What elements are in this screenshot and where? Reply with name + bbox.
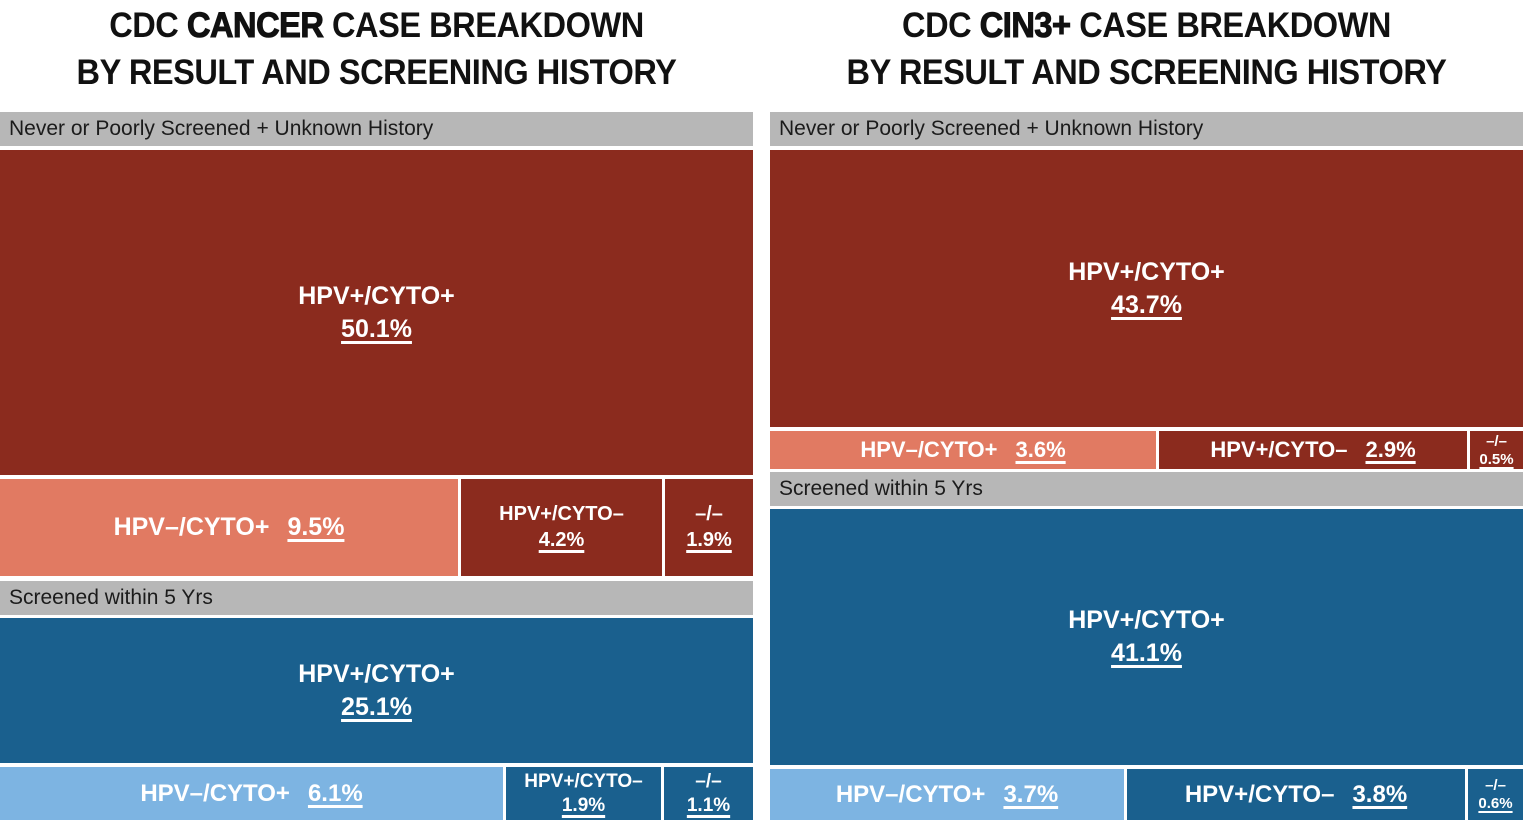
section-header-screened: Screened within 5 Yrs — [0, 581, 753, 615]
section-header-unscreened: Never or Poorly Screened + Unknown Histo… — [770, 112, 1523, 146]
block-value: 1.9% — [686, 529, 732, 551]
block-value: 1.1% — [686, 794, 731, 816]
chart-title-line1: CDC CANCER CASE BREAKDOWN — [26, 2, 726, 49]
block-label: HPV+/CYTO– — [1210, 437, 1348, 462]
block-label: –/– — [1486, 432, 1507, 450]
chart-title: CDC CANCER CASE BREAKDOWN BY RESULT AND … — [26, 2, 726, 96]
block-hpvpos-cytoneg-unscreened: HPV+/CYTO– 4.2% — [461, 479, 662, 576]
block-value: 0.5% — [1479, 450, 1514, 468]
block-value: 3.8% — [1352, 780, 1408, 808]
block-negneg-unscreened: –/– 1.9% — [665, 479, 753, 576]
section-header-screened: Screened within 5 Yrs — [770, 472, 1523, 506]
block-hpvpos-cytoneg-screened: HPV+/CYTO– 1.9% — [506, 767, 661, 820]
block-label: HPV+/CYTO+ — [1068, 257, 1225, 286]
cancer-treemap-chart: CDC CANCER CASE BREAKDOWN BY RESULT AND … — [0, 0, 753, 820]
block-value: 2.9% — [1365, 437, 1416, 462]
block-negneg-screened: –/– 0.6% — [1468, 769, 1523, 820]
chart-title-line2: BY RESULT AND SCREENING HISTORY — [846, 53, 1447, 92]
block-value: 6.1% — [307, 779, 363, 807]
section-header-unscreened: Never or Poorly Screened + Unknown Histo… — [0, 112, 753, 146]
chart-title: CDC CIN3+ CASE BREAKDOWN BY RESULT AND S… — [796, 2, 1496, 96]
block-label: HPV–/CYTO+ — [140, 779, 290, 807]
block-label: –/– — [1485, 777, 1506, 794]
block-label: HPV+/CYTO+ — [298, 281, 455, 310]
block-label: HPV–/CYTO+ — [860, 437, 998, 462]
block-label: HPV+/CYTO– — [499, 503, 624, 525]
block-label: –/– — [695, 503, 723, 525]
block-label: HPV+/CYTO– — [524, 770, 643, 792]
block-hpvpos-cytopos-unscreened: HPV+/CYTO+ 43.7% — [770, 150, 1523, 427]
cin3-treemap-chart: CDC CIN3+ CASE BREAKDOWN BY RESULT AND S… — [770, 0, 1523, 820]
block-value: 9.5% — [287, 513, 345, 541]
block-label: –/– — [695, 770, 722, 792]
title-prefix: CDC — [109, 6, 179, 45]
block-hpvneg-cytopos-unscreened: HPV–/CYTO+ 9.5% — [0, 479, 458, 576]
block-hpvpos-cytopos-screened: HPV+/CYTO+ 25.1% — [0, 618, 753, 763]
block-hpvpos-cytopos-unscreened: HPV+/CYTO+ 50.1% — [0, 150, 753, 475]
block-label: HPV–/CYTO+ — [835, 780, 986, 808]
block-value: 1.9% — [561, 794, 606, 816]
chart-title-line2: BY RESULT AND SCREENING HISTORY — [76, 53, 677, 92]
title-suffix: CASE BREAKDOWN — [331, 6, 644, 45]
block-label: HPV–/CYTO+ — [113, 513, 270, 541]
block-value: 43.7% — [1111, 290, 1182, 319]
block-hpvneg-cytopos-screened: HPV–/CYTO+ 3.7% — [770, 769, 1124, 820]
block-label: HPV+/CYTO+ — [1068, 606, 1225, 634]
block-negneg-screened: –/– 1.1% — [664, 767, 753, 820]
title-emphasis: CANCER — [186, 5, 324, 45]
block-label: HPV+/CYTO+ — [298, 659, 455, 688]
block-value: 0.6% — [1478, 795, 1513, 812]
block-value: 4.2% — [538, 529, 585, 551]
title-emphasis: CIN3+ — [979, 5, 1071, 45]
block-value: 25.1% — [341, 692, 412, 721]
title-suffix: CASE BREAKDOWN — [1079, 6, 1391, 45]
block-value: 50.1% — [341, 314, 412, 343]
block-value: 41.1% — [1111, 639, 1182, 667]
block-hpvpos-cytoneg-screened: HPV+/CYTO– 3.8% — [1127, 769, 1465, 820]
block-label: HPV+/CYTO– — [1184, 780, 1335, 808]
title-prefix: CDC — [902, 6, 972, 45]
block-value: 3.7% — [1003, 780, 1059, 808]
block-hpvneg-cytopos-unscreened: HPV–/CYTO+ 3.6% — [770, 431, 1156, 469]
block-hpvneg-cytopos-screened: HPV–/CYTO+ 6.1% — [0, 767, 503, 820]
block-hpvpos-cytopos-screened: HPV+/CYTO+ 41.1% — [770, 509, 1523, 765]
block-value: 3.6% — [1015, 437, 1066, 462]
block-negneg-unscreened: –/– 0.5% — [1470, 431, 1523, 469]
chart-title-line1: CDC CIN3+ CASE BREAKDOWN — [796, 2, 1496, 49]
block-hpvpos-cytoneg-unscreened: HPV+/CYTO– 2.9% — [1159, 431, 1467, 469]
